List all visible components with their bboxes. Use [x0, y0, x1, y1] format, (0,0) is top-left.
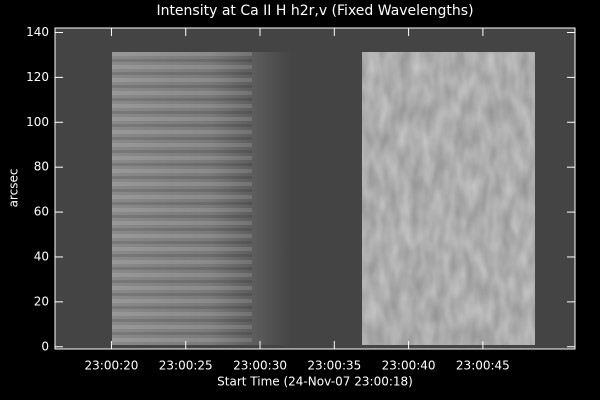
- x-tick-label: 23:00:25: [159, 359, 213, 373]
- y-tick-label: 20: [34, 294, 49, 308]
- x-tick-label: 23:00:30: [233, 359, 287, 373]
- image-texture: [362, 52, 535, 345]
- x-tick-label: 23:00:40: [382, 359, 436, 373]
- x-tick-label: 23:00:20: [85, 359, 139, 373]
- y-tick-label: 120: [26, 70, 49, 84]
- y-tick-label: 80: [34, 160, 49, 174]
- x-axis-label: Start Time (24-Nov-07 23:00:18): [217, 375, 413, 389]
- y-tick-label: 40: [34, 249, 49, 263]
- y-tick-label: 0: [41, 339, 49, 353]
- x-tick-label: 23:00:45: [456, 359, 510, 373]
- y-tick-label: 140: [26, 25, 49, 39]
- y-tick-label: 100: [26, 115, 49, 129]
- image-texture: [112, 52, 252, 345]
- chart-title: Intensity at Ca II H h2r,v (Fixed Wavele…: [156, 3, 473, 19]
- axis-frame: [54, 27, 576, 350]
- y-axis-label: arcsec: [7, 169, 21, 208]
- y-tick-label: 60: [34, 205, 49, 219]
- x-tick-label: 23:00:35: [307, 359, 361, 373]
